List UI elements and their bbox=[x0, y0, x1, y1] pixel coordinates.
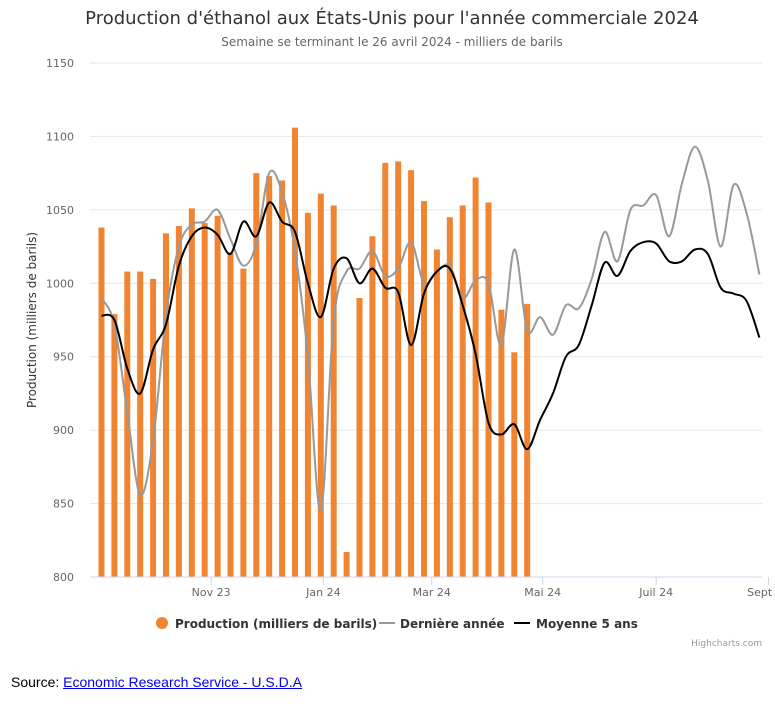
production-bar[interactable] bbox=[433, 249, 440, 577]
production-bar[interactable] bbox=[421, 201, 427, 577]
x-axis-ticks: Nov 23 Jan 24 Mar 24 Mai 24 Juil 24 Sept 24 bbox=[192, 577, 775, 599]
source-line: Source: Economic Research Service - U.S.… bbox=[11, 674, 302, 690]
line-series bbox=[100, 145, 761, 512]
production-bar[interactable] bbox=[292, 127, 298, 578]
x-tick-label: Mai 24 bbox=[524, 586, 561, 599]
y-tick-label: 1150 bbox=[46, 57, 74, 70]
x-tick-label: Sept 24 bbox=[747, 586, 775, 599]
production-bar[interactable] bbox=[382, 162, 389, 577]
production-bar[interactable] bbox=[485, 202, 492, 577]
production-bar[interactable] bbox=[227, 252, 234, 577]
production-bar[interactable] bbox=[472, 177, 479, 577]
legend-item-five-year[interactable]: Moyenne 5 ans bbox=[514, 617, 638, 631]
production-bar[interactable] bbox=[188, 208, 195, 578]
legend-item-production[interactable]: Production (milliers de barils) bbox=[156, 617, 377, 631]
production-bar[interactable] bbox=[201, 223, 208, 577]
production-bar[interactable] bbox=[356, 297, 363, 577]
y-axis-ticks: 800 850 900 950 1000 1050 1100 1150 bbox=[46, 57, 74, 584]
y-axis-title: Production (milliers de barils) bbox=[25, 232, 39, 408]
x-tick-label: Juil 24 bbox=[638, 586, 673, 599]
credits-link[interactable]: Highcharts.com bbox=[691, 639, 762, 649]
production-bar[interactable] bbox=[395, 161, 402, 577]
production-bar[interactable] bbox=[266, 176, 273, 577]
chart-subtitle: Semaine se terminant le 26 avril 2024 - … bbox=[221, 35, 563, 49]
y-tick-label: 950 bbox=[53, 351, 74, 364]
chart-title: Production d'éthanol aux États-Unis pour… bbox=[85, 7, 699, 29]
production-bar[interactable] bbox=[304, 212, 311, 577]
production-bar[interactable] bbox=[524, 303, 531, 577]
production-bar[interactable] bbox=[330, 205, 337, 578]
y-tick-label: 800 bbox=[53, 571, 74, 584]
source-prefix: Source: bbox=[11, 674, 64, 690]
x-tick-label: Nov 23 bbox=[192, 586, 231, 599]
production-bar[interactable] bbox=[253, 173, 260, 577]
source-link[interactable]: Economic Research Service - U.S.D.A bbox=[63, 674, 302, 690]
production-bar[interactable] bbox=[111, 314, 118, 577]
y-tick-label: 850 bbox=[53, 498, 74, 511]
production-bar[interactable] bbox=[343, 552, 350, 577]
y-tick-label: 1050 bbox=[46, 204, 74, 217]
production-bar[interactable] bbox=[279, 180, 286, 577]
production-bar[interactable] bbox=[137, 271, 144, 577]
y-tick-label: 1100 bbox=[46, 130, 74, 143]
y-tick-label: 1000 bbox=[46, 277, 74, 290]
production-bar[interactable] bbox=[163, 233, 169, 577]
legend-production-label: Production (milliers de barils) bbox=[175, 617, 377, 631]
production-bar[interactable] bbox=[317, 193, 324, 577]
production-bar[interactable] bbox=[124, 271, 131, 577]
legend-production-marker bbox=[156, 617, 168, 629]
legend: Production (milliers de barils) Dernière… bbox=[156, 617, 638, 631]
last-year-line[interactable] bbox=[100, 145, 761, 512]
production-bar[interactable] bbox=[498, 309, 505, 577]
production-bar[interactable] bbox=[98, 227, 105, 578]
production-bar[interactable] bbox=[446, 217, 453, 577]
production-bar[interactable] bbox=[369, 236, 376, 577]
production-bar[interactable] bbox=[511, 352, 518, 577]
production-bar[interactable] bbox=[175, 226, 182, 578]
legend-five-year-label: Moyenne 5 ans bbox=[536, 617, 638, 631]
production-bars bbox=[98, 127, 531, 578]
five-year-line[interactable] bbox=[101, 201, 761, 451]
y-tick-label: 900 bbox=[53, 424, 74, 437]
production-bar[interactable] bbox=[240, 268, 247, 577]
x-tick-label: Jan 24 bbox=[305, 586, 340, 599]
legend-last-year-label: Dernière année bbox=[400, 617, 505, 631]
production-bar[interactable] bbox=[150, 278, 157, 577]
x-tick-label: Mar 24 bbox=[413, 586, 451, 599]
production-bar[interactable] bbox=[408, 170, 415, 577]
production-bar[interactable] bbox=[214, 215, 221, 577]
production-bar[interactable] bbox=[459, 205, 466, 578]
legend-item-last-year[interactable]: Dernière année bbox=[379, 617, 505, 631]
